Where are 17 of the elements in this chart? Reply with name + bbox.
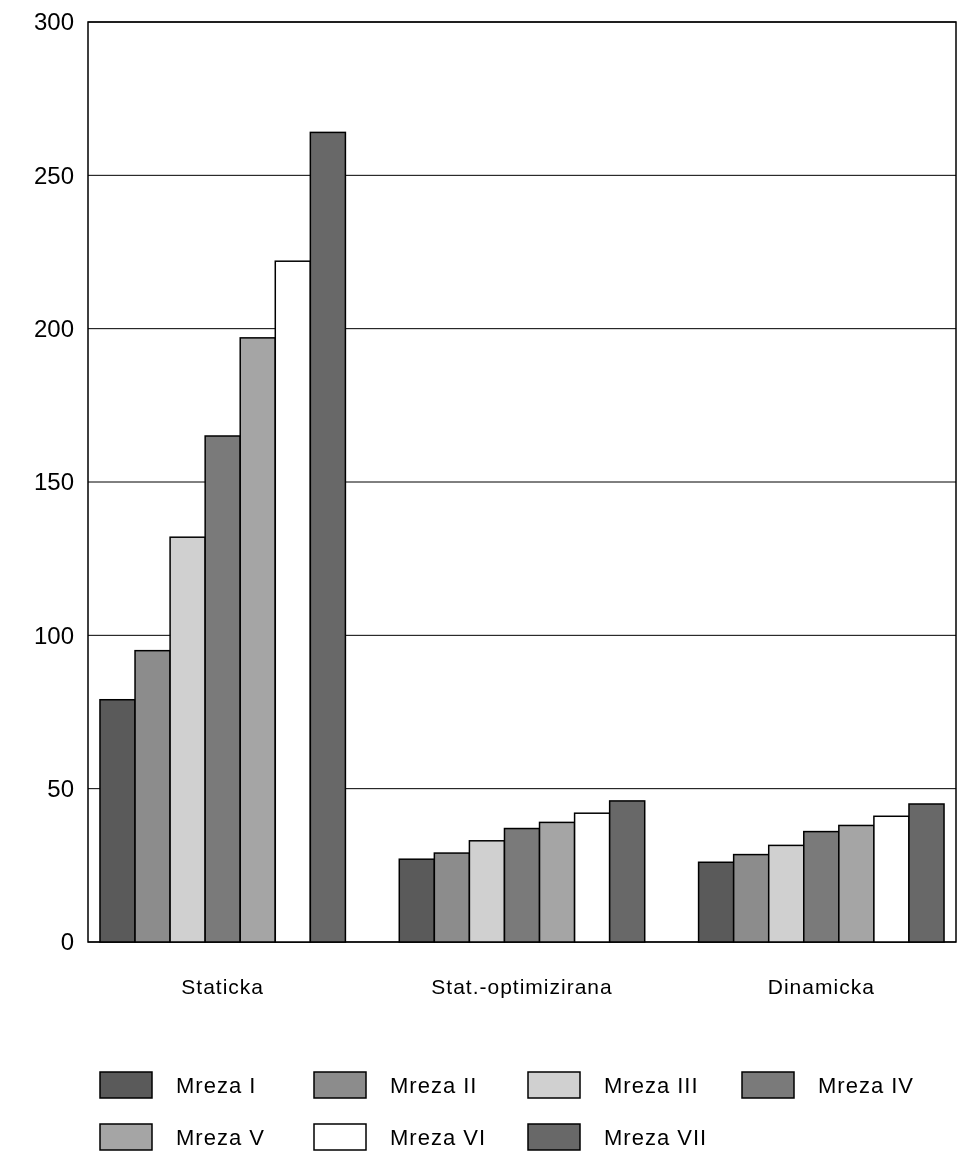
legend-label: Mreza VII (604, 1124, 708, 1150)
legend-label: Mreza II (390, 1072, 478, 1098)
legend-label: Mreza VI (390, 1124, 487, 1150)
y-tick-label: 0 (60, 928, 74, 956)
legend-label: Mreza III (604, 1072, 699, 1098)
legend-label: Mreza I (176, 1072, 257, 1098)
y-tick-label: 250 (33, 161, 74, 189)
y-tick-label: 300 (33, 8, 74, 36)
y-tick-label: 50 (47, 775, 74, 803)
legend-label: Mreza IV (818, 1072, 915, 1098)
y-tick-label: 200 (33, 315, 74, 343)
y-tick-label: 100 (33, 621, 74, 649)
legend-label: Mreza V (176, 1124, 265, 1150)
x-tick-label: Dinamicka (767, 975, 875, 998)
x-tick-label: Stat.-optimizirana (431, 975, 613, 998)
x-tick-label: Staticka (181, 975, 265, 998)
y-tick-label: 150 (33, 468, 74, 496)
